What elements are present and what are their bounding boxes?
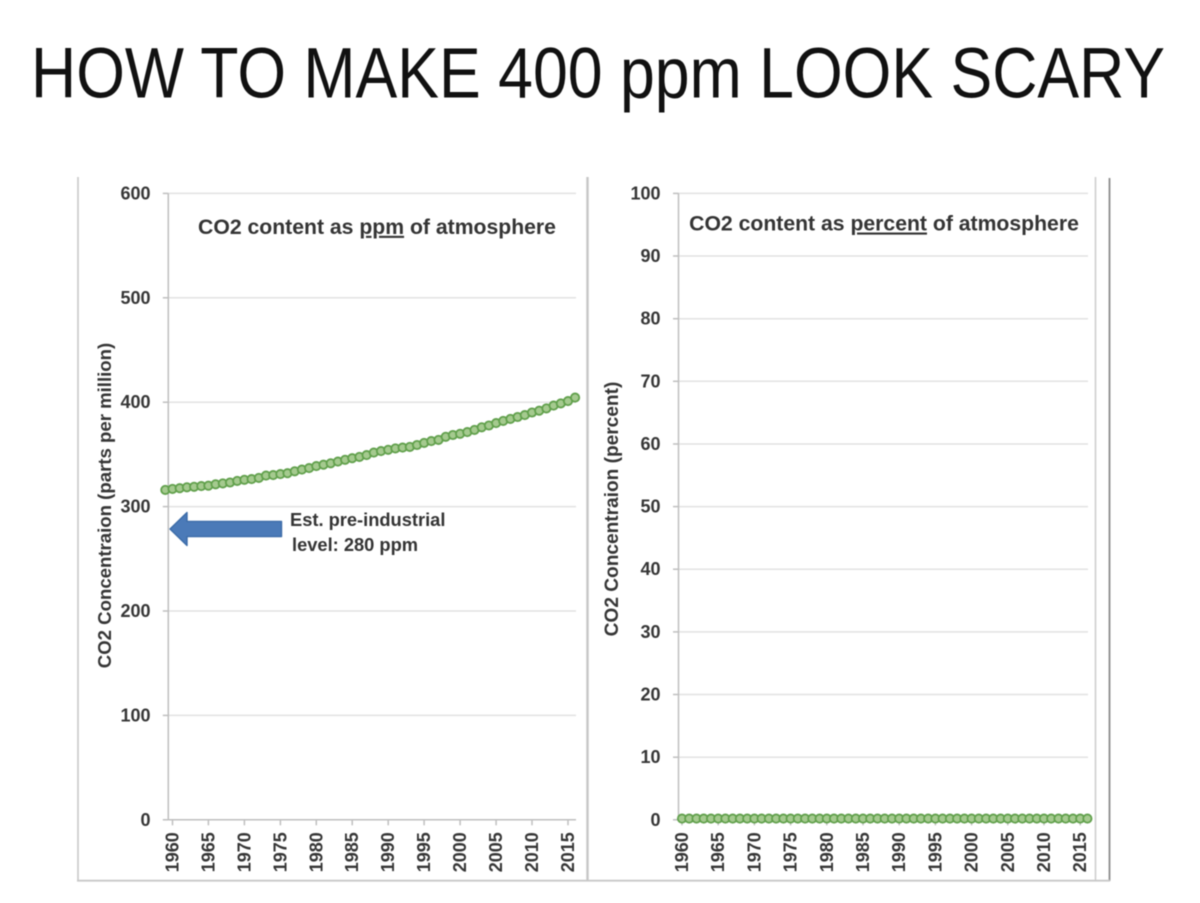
svg-text:1975: 1975 [270,832,290,872]
svg-text:500: 500 [120,288,150,308]
svg-text:80: 80 [640,309,660,329]
svg-text:1980: 1980 [817,832,837,872]
svg-text:1990: 1990 [378,832,398,872]
svg-text:30: 30 [640,622,660,642]
svg-text:2010: 2010 [1034,832,1054,872]
svg-text:1960: 1960 [672,832,692,872]
svg-text:HOW TO MAKE 400 ppm LOOK SCARY: HOW TO MAKE 400 ppm LOOK SCARY [31,35,1165,114]
svg-text:1995: 1995 [414,832,434,872]
svg-text:10: 10 [640,747,660,767]
svg-text:1970: 1970 [744,832,764,872]
svg-text:2005: 2005 [998,832,1018,872]
svg-text:2015: 2015 [1070,832,1090,872]
svg-text:2015: 2015 [558,832,578,872]
svg-text:60: 60 [640,434,660,454]
svg-text:CO2 Concentraion (percent): CO2 Concentraion (percent) [602,382,623,637]
svg-text:100: 100 [120,705,150,725]
svg-text:1995: 1995 [925,832,945,872]
svg-text:1960: 1960 [163,832,183,872]
svg-text:2005: 2005 [486,832,506,872]
svg-text:90: 90 [640,246,660,266]
svg-text:600: 600 [120,183,150,203]
svg-text:100: 100 [630,183,660,203]
svg-text:400: 400 [120,392,150,412]
svg-text:2010: 2010 [522,832,542,872]
svg-text:1980: 1980 [306,832,326,872]
svg-text:1965: 1965 [708,832,728,872]
svg-text:1975: 1975 [781,832,801,872]
svg-text:0: 0 [650,810,660,830]
svg-text:1990: 1990 [889,832,909,872]
svg-text:200: 200 [120,601,150,621]
svg-text:2000: 2000 [962,832,982,872]
svg-text:50: 50 [640,497,660,517]
svg-text:70: 70 [640,371,660,391]
svg-text:level: 280 ppm: level: 280 ppm [292,534,418,555]
svg-text:40: 40 [640,559,660,579]
svg-text:CO2 content as percent of atmo: CO2 content as percent of atmosphere [689,213,1079,236]
svg-text:300: 300 [120,497,150,517]
svg-text:1970: 1970 [234,832,254,872]
svg-text:1985: 1985 [853,832,873,872]
svg-text:Est. pre-industrial: Est. pre-industrial [290,509,445,530]
svg-text:0: 0 [140,810,150,830]
svg-text:20: 20 [640,685,660,705]
svg-text:2000: 2000 [450,832,470,872]
svg-text:1985: 1985 [342,832,362,872]
svg-text:CO2 content as ppm of atmosphe: CO2 content as ppm of atmosphere [198,216,556,239]
svg-text:CO2 Concentraion (parts per mi: CO2 Concentraion (parts per million) [94,343,115,668]
svg-text:1965: 1965 [198,832,218,872]
